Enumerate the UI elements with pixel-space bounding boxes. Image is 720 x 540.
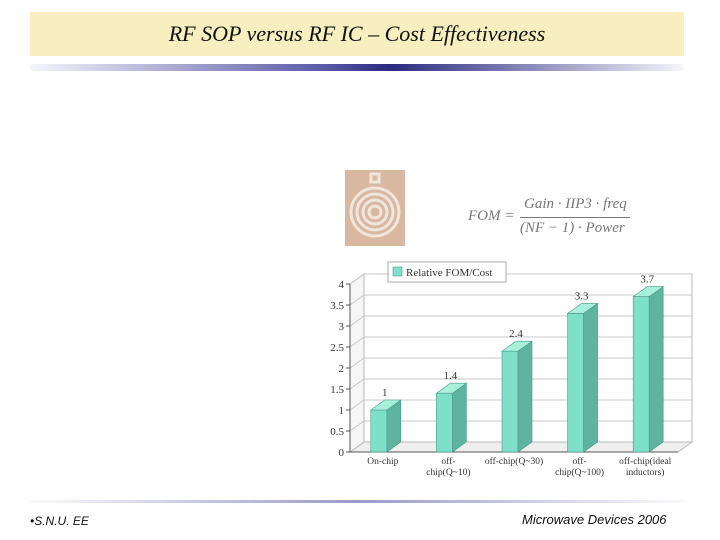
bar-side-4 xyxy=(583,302,598,453)
legend-box xyxy=(387,261,507,283)
footer-course: Microwave Devices 2006 xyxy=(522,512,667,527)
y-tick-label: 1.5 xyxy=(330,384,344,396)
y-tick-label: 4 xyxy=(339,279,345,291)
legend-swatch xyxy=(392,266,403,277)
fom-cost-bar-chart: 0 0.5 1 1.5 2 2.5 3 3.5 4 1 On-chip 1.4 off-chip(Q~1… xyxy=(330,261,694,478)
gridline-side xyxy=(349,399,365,411)
bar-side-2 xyxy=(452,382,467,453)
formula-numerator: Gain · IIP3 · freq xyxy=(524,196,627,212)
fraction-bar xyxy=(520,217,630,218)
bar-3 xyxy=(501,350,519,453)
bar-top-1 xyxy=(369,399,402,411)
bar-top-3 xyxy=(501,340,533,352)
bar-4 xyxy=(567,313,584,453)
data-label-3: 2.4 xyxy=(509,328,523,340)
category-label-4: off- xyxy=(573,456,587,467)
y-tick-label: 3 xyxy=(339,321,345,333)
data-label-2: 1.4 xyxy=(444,370,458,382)
y-tick-label: 0.5 xyxy=(330,426,344,438)
y-tick-label: 2 xyxy=(339,363,345,375)
gridline-side xyxy=(349,357,365,369)
y-tick-label: 0 xyxy=(339,447,345,459)
category-label-5: off-chip(ideal xyxy=(619,456,671,467)
category-label-2: chip(Q~10) xyxy=(426,467,470,478)
gridline-side xyxy=(349,273,365,285)
category-label-3: off-chip(Q~30) xyxy=(485,456,543,467)
gridline-side xyxy=(349,294,365,306)
bar-top-5 xyxy=(632,286,665,297)
bar-side-5 xyxy=(648,286,664,453)
gridline-side xyxy=(349,420,365,432)
footer-divider xyxy=(30,500,684,503)
y-tick-label: 1 xyxy=(339,405,345,417)
gridline-side xyxy=(349,378,365,390)
spiral-inductor-image xyxy=(345,170,405,246)
data-label-5: 3.7 xyxy=(640,274,654,286)
bar-top-2 xyxy=(435,382,468,394)
title-divider xyxy=(30,64,684,71)
legend-label: Relative FOM/Cost xyxy=(406,267,492,279)
bar-1 xyxy=(370,409,388,453)
formula-denominator: (NF − 1) · Power xyxy=(520,220,625,236)
data-label-1: 1 xyxy=(382,387,388,399)
gridline-side xyxy=(349,336,365,348)
inductor-spiral xyxy=(349,172,401,238)
category-label-4: chip(Q~100) xyxy=(555,467,604,478)
bar-side-3 xyxy=(517,340,533,453)
bar-5 xyxy=(632,296,650,453)
slide-title: RF SOP versus RF IC – Cost Effectiveness xyxy=(168,21,546,46)
footer-affiliation: •S.N.U. EE xyxy=(30,514,89,528)
category-label-5: inductors) xyxy=(626,467,665,478)
data-label-4: 3.3 xyxy=(575,290,589,302)
gridline-side xyxy=(349,315,365,327)
category-label-2: off- xyxy=(441,456,455,467)
y-tick-label: 2.5 xyxy=(330,342,344,354)
formula-lhs: FOM = xyxy=(468,208,515,224)
fom-formula: FOM = Gain · IIP3 · freq (NF − 1) · Powe… xyxy=(468,196,638,242)
bar-top-4 xyxy=(566,303,599,314)
y-tick-label: 3.5 xyxy=(330,300,344,312)
category-label-1: On-chip xyxy=(367,457,398,467)
title-bar: RF SOP versus RF IC – Cost Effectiveness xyxy=(30,12,684,56)
bar-2 xyxy=(436,392,453,453)
